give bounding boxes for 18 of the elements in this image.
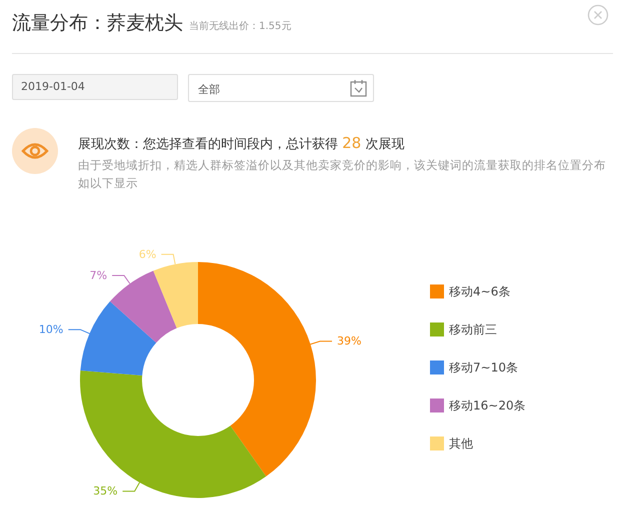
data-label: 10% (38, 323, 64, 336)
dropdown-field: 全部 (188, 74, 374, 102)
text: 展现次数：您选择查看的时间段内，总计获得 (78, 137, 338, 152)
legend-label: 移动7~10条 (449, 360, 518, 374)
legend-label: 其他 (449, 436, 473, 450)
date-field: 2019-01-04 (12, 74, 178, 100)
data-label: 6% (138, 248, 156, 261)
chart-title: 流量分布：荞麦枕头 (12, 12, 183, 34)
data-label: 35% (93, 484, 118, 498)
text: 次展现 (365, 137, 404, 152)
legend-label: 移动4~6条 (449, 284, 510, 298)
data-label: 7% (90, 268, 108, 282)
text: 28 (342, 134, 362, 152)
text: 由于受地域折扣，精选人群标签溢价以及其他卖家竞价的影响，该关键词的流量获取的排名位置分布如以下显示 (78, 157, 607, 192)
legend-label: 移动前三 (449, 322, 497, 336)
chart-subtitle: 当前无线出价：1.55元 (189, 21, 292, 32)
data-label: 39% (336, 334, 362, 348)
legend-label: 移动16~20条 (449, 398, 526, 412)
